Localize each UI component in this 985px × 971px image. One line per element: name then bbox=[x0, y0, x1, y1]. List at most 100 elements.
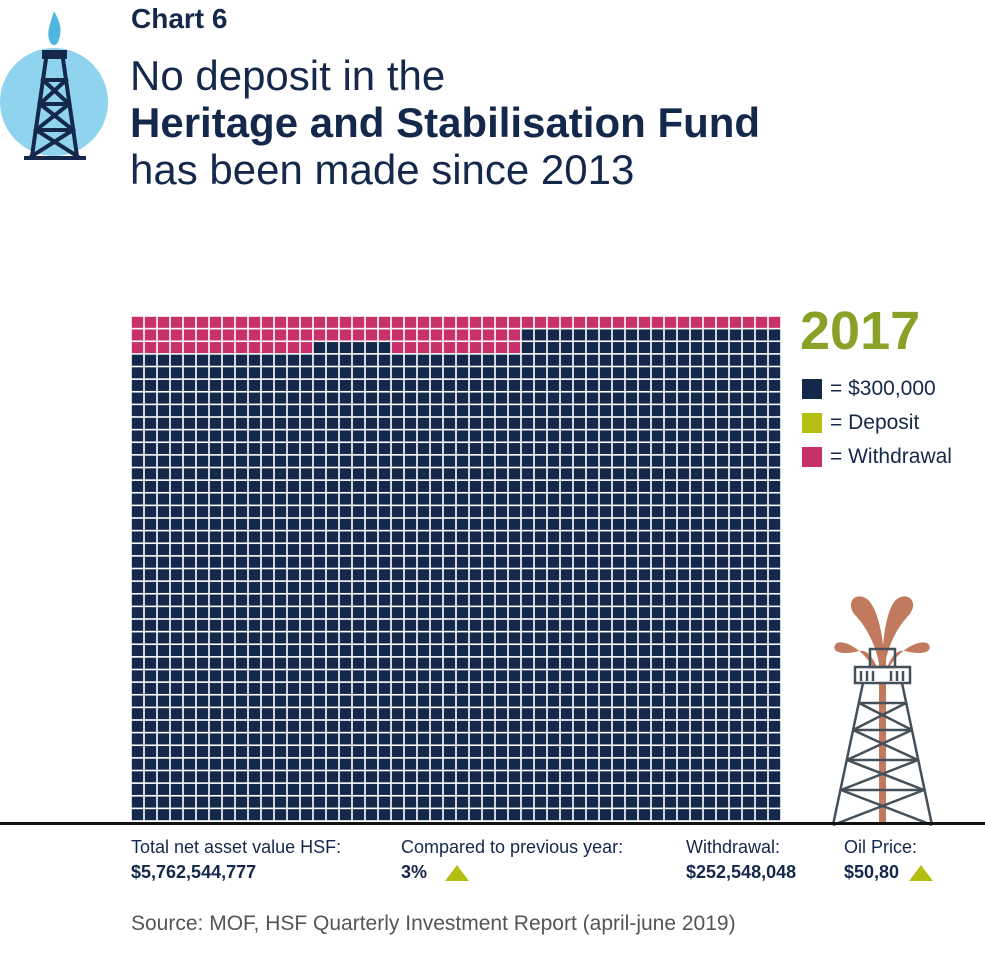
waffle-cell-unit bbox=[287, 657, 300, 669]
waffle-cell-unit bbox=[742, 518, 755, 530]
waffle-cell-unit bbox=[742, 342, 755, 354]
waffle-cell-unit bbox=[222, 746, 235, 758]
waffle-cell-unit bbox=[235, 569, 248, 581]
waffle-cell-unit bbox=[339, 632, 352, 644]
waffle-cell-unit bbox=[625, 783, 638, 795]
waffle-cell-withdrawal bbox=[625, 316, 638, 328]
waffle-cell-unit bbox=[287, 708, 300, 720]
waffle-cell-withdrawal bbox=[456, 329, 469, 341]
waffle-cell-unit bbox=[222, 682, 235, 694]
waffle-cell-unit bbox=[404, 607, 417, 619]
waffle-cell-unit bbox=[677, 430, 690, 442]
waffle-cell-unit bbox=[196, 379, 209, 391]
waffle-cell-unit bbox=[430, 480, 443, 492]
waffle-cell-unit bbox=[391, 480, 404, 492]
waffle-cell-unit bbox=[586, 657, 599, 669]
waffle-cell-unit bbox=[404, 518, 417, 530]
waffle-cell-unit bbox=[508, 493, 521, 505]
waffle-cell-unit bbox=[677, 809, 690, 821]
waffle-cell-unit bbox=[768, 657, 781, 669]
waffle-cell-unit bbox=[417, 708, 430, 720]
legend: = $300,000 = Deposit = Withdrawal bbox=[802, 372, 952, 474]
waffle-cell-unit bbox=[625, 354, 638, 366]
waffle-cell-unit bbox=[222, 518, 235, 530]
waffle-cell-withdrawal bbox=[456, 342, 469, 354]
waffle-cell-unit bbox=[443, 367, 456, 379]
waffle-cell-unit bbox=[274, 607, 287, 619]
waffle-cell-unit bbox=[612, 506, 625, 518]
waffle-cell-unit bbox=[664, 720, 677, 732]
waffle-cell-unit bbox=[677, 354, 690, 366]
waffle-cell-unit bbox=[638, 354, 651, 366]
waffle-cell-unit bbox=[599, 771, 612, 783]
waffle-cell-unit bbox=[612, 657, 625, 669]
waffle-cell-unit bbox=[573, 670, 586, 682]
waffle-cell-unit bbox=[690, 493, 703, 505]
waffle-cell-withdrawal bbox=[560, 316, 573, 328]
waffle-cell-unit bbox=[651, 708, 664, 720]
waffle-cell-unit bbox=[404, 581, 417, 593]
waffle-cell-unit bbox=[742, 708, 755, 720]
waffle-cell-unit bbox=[638, 632, 651, 644]
waffle-cell-unit bbox=[326, 544, 339, 556]
waffle-cell-unit bbox=[508, 556, 521, 568]
waffle-cell-unit bbox=[573, 607, 586, 619]
waffle-cell-unit bbox=[170, 455, 183, 467]
waffle-cell-unit bbox=[521, 783, 534, 795]
waffle-cell-unit bbox=[157, 544, 170, 556]
waffle-cell-unit bbox=[690, 746, 703, 758]
waffle-cell-unit bbox=[287, 518, 300, 530]
waffle-cell-unit bbox=[638, 379, 651, 391]
waffle-cell-unit bbox=[183, 695, 196, 707]
waffle-cell-unit bbox=[196, 746, 209, 758]
waffle-cell-unit bbox=[235, 392, 248, 404]
waffle-cell-withdrawal bbox=[469, 329, 482, 341]
waffle-cell-unit bbox=[183, 430, 196, 442]
waffle-cell-unit bbox=[300, 619, 313, 631]
waffle-cell-unit bbox=[365, 632, 378, 644]
waffle-cell-unit bbox=[521, 569, 534, 581]
waffle-cell-unit bbox=[547, 430, 560, 442]
title-line-3: has been made since 2013 bbox=[130, 146, 635, 193]
waffle-cell-unit bbox=[742, 746, 755, 758]
waffle-cell-unit bbox=[196, 607, 209, 619]
waffle-cell-unit bbox=[495, 733, 508, 745]
waffle-cell-unit bbox=[768, 392, 781, 404]
waffle-cell-unit bbox=[690, 619, 703, 631]
waffle-cell-unit bbox=[521, 746, 534, 758]
waffle-cell-unit bbox=[755, 594, 768, 606]
waffle-cell-unit bbox=[729, 607, 742, 619]
waffle-cell-unit bbox=[339, 796, 352, 808]
waffle-cell-unit bbox=[326, 569, 339, 581]
waffle-cell-unit bbox=[352, 783, 365, 795]
waffle-cell-withdrawal bbox=[157, 316, 170, 328]
waffle-cell-unit bbox=[183, 569, 196, 581]
waffle-cell-unit bbox=[352, 594, 365, 606]
waffle-cell-unit bbox=[170, 682, 183, 694]
waffle-cell-unit bbox=[131, 544, 144, 556]
waffle-cell-unit bbox=[157, 632, 170, 644]
waffle-cell-unit bbox=[404, 405, 417, 417]
waffle-cell-unit bbox=[287, 682, 300, 694]
waffle-cell-unit bbox=[157, 645, 170, 657]
waffle-cell-unit bbox=[391, 417, 404, 429]
waffle-cell-unit bbox=[716, 733, 729, 745]
waffle-cell-unit bbox=[391, 746, 404, 758]
waffle-cell-unit bbox=[703, 682, 716, 694]
waffle-cell-unit bbox=[248, 796, 261, 808]
waffle-cell-withdrawal bbox=[183, 316, 196, 328]
waffle-cell-unit bbox=[729, 708, 742, 720]
waffle-cell-unit bbox=[664, 430, 677, 442]
waffle-cell-unit bbox=[612, 746, 625, 758]
waffle-cell-unit bbox=[417, 682, 430, 694]
waffle-cell-unit bbox=[534, 367, 547, 379]
waffle-cell-unit bbox=[651, 342, 664, 354]
waffle-cell-unit bbox=[742, 329, 755, 341]
waffle-cell-unit bbox=[495, 531, 508, 543]
waffle-cell-unit bbox=[508, 430, 521, 442]
waffle-cell-unit bbox=[339, 493, 352, 505]
waffle-cell-unit bbox=[612, 455, 625, 467]
waffle-cell-unit bbox=[560, 493, 573, 505]
waffle-cell-unit bbox=[664, 581, 677, 593]
waffle-cell-unit bbox=[742, 682, 755, 694]
